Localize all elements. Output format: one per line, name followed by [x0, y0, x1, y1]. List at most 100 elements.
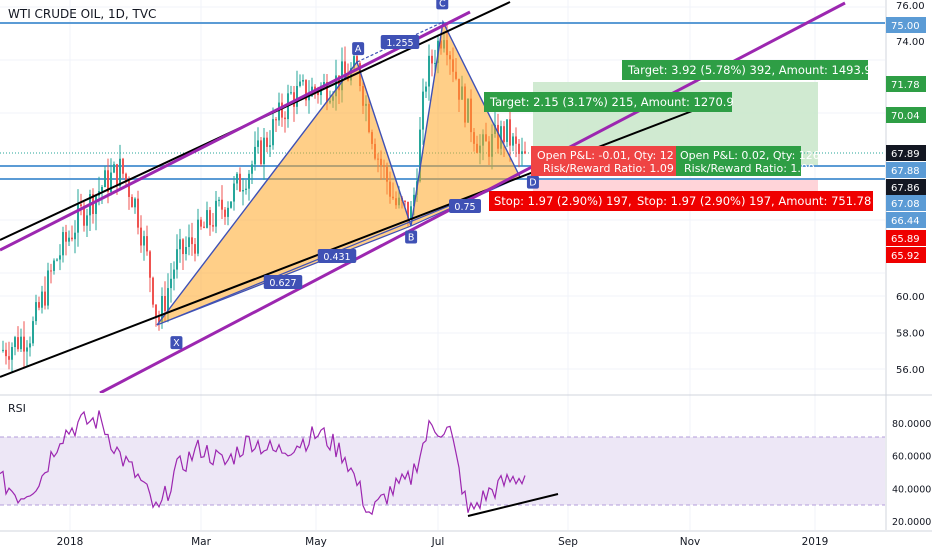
candle-body [422, 91, 424, 130]
candle-body [506, 119, 508, 142]
candle-body [14, 337, 16, 348]
candle-body [263, 137, 265, 165]
candle-body [137, 198, 139, 228]
candle-body [122, 158, 124, 174]
time-tick-label: Mar [191, 536, 211, 548]
candle-body [110, 172, 112, 192]
harmonic-point-labels: X A B C D [170, 0, 539, 350]
target-text-1: Target: 2.15 (3.17%) 215, Amount: 1270.9 [489, 95, 734, 109]
candle-body [143, 236, 145, 246]
ratio-label: 0.431 [323, 252, 350, 263]
candle-body [305, 79, 307, 101]
upper-purple-channel [0, 10, 471, 252]
candle-body [173, 269, 175, 279]
candle-body [116, 164, 118, 187]
candle-body [503, 126, 505, 142]
open-pl-box-2: Open P&L: 0.02, Qty: 126 Risk/Reward Rat… [676, 146, 820, 176]
candle-body [59, 255, 61, 260]
harmonic-point-bg [352, 42, 365, 56]
candle-body [182, 239, 184, 255]
candle-body [428, 55, 430, 87]
candle-body [179, 239, 181, 250]
price-tag-bg [886, 247, 926, 263]
price-tick-label: 60.00 [896, 292, 925, 303]
stop-text-2: Stop: 1.97 (2.90%) 197, Amount: 751.78 [637, 194, 871, 208]
target-text-2: Target: 3.92 (5.78%) 392, Amount: 1493.9… [627, 63, 879, 77]
ratio-label-bg [449, 199, 481, 213]
target-label-2: Target: 3.92 (5.78%) 392, Amount: 1493.9… [622, 60, 879, 80]
candle-body [218, 199, 220, 201]
rsi-title: RSI [8, 402, 26, 415]
candle-body [296, 85, 298, 107]
candle-body [158, 316, 160, 322]
candle-body [101, 186, 103, 192]
candle-body [11, 347, 13, 360]
candle-body [47, 270, 49, 306]
position-labels: Target: 2.15 (3.17%) 215, Amount: 1270.9… [484, 60, 879, 211]
candle-body [407, 201, 409, 220]
harmonic-point-bg [526, 175, 539, 189]
candle-body [176, 249, 178, 270]
candle-body [200, 219, 202, 227]
ratio-label: 0.75 [454, 202, 475, 213]
candle-body [257, 140, 259, 147]
candle-body [254, 146, 256, 165]
pattern-triangle-bcd [411, 22, 520, 226]
price-tag: 65.89 [891, 234, 920, 245]
candle-body [314, 86, 316, 91]
candle-body [302, 79, 304, 82]
price-tag-bg [886, 162, 926, 178]
time-axis: 2018 Mar May Jul Sep Nov 2019 [0, 530, 932, 548]
price-tag: 67.08 [891, 199, 920, 210]
candle-body [404, 201, 406, 203]
candle-body [317, 90, 319, 96]
time-tick-label: Sep [558, 536, 578, 548]
candle-body [53, 260, 55, 271]
candle-body [5, 349, 7, 357]
price-tag-bg [886, 76, 926, 92]
candle-body [326, 81, 328, 103]
candle-body [275, 119, 277, 121]
candle-body [140, 227, 142, 246]
candle-body [524, 151, 526, 154]
price-tag-bg [886, 195, 926, 211]
candle-body [107, 170, 109, 192]
candle-body [431, 55, 433, 64]
candle-body [56, 259, 58, 261]
time-tick-label: 2018 [57, 536, 84, 548]
harmonic-point-bg [170, 336, 183, 350]
candle-body [230, 201, 232, 208]
harmonic-point-d: D [529, 178, 536, 189]
candle-body [128, 181, 130, 197]
candle-body [50, 270, 52, 272]
price-tick-label: 74.00 [896, 37, 925, 48]
price-tag: 75.00 [891, 21, 920, 32]
candle-body [353, 56, 355, 69]
price-tag-bg [886, 212, 926, 228]
candle-body [212, 225, 214, 227]
candle-body [413, 194, 415, 207]
candle-body [209, 210, 211, 226]
candle-body [83, 206, 85, 226]
candle-body [197, 219, 199, 254]
candle-body [224, 209, 226, 217]
candle-body [17, 337, 19, 350]
candle-body [65, 232, 67, 242]
price-tick-label: 76.00 [896, 1, 925, 12]
harmonic-point-x: X [173, 338, 180, 349]
candle-body [131, 196, 133, 208]
candle-body [119, 158, 121, 187]
candle-body [104, 170, 106, 187]
rr-text-1: Risk/Reward Ratio: 1.09 [543, 162, 674, 175]
harmonic-point-a: A [355, 44, 362, 55]
ratio-labels: 1.255 0.431 0.627 0.75 [263, 35, 481, 289]
candle-body [38, 302, 40, 308]
candle-body [299, 81, 301, 86]
candle-body [290, 92, 292, 94]
time-tick-label: Nov [680, 536, 701, 548]
harmonic-point-bg [436, 0, 449, 10]
candle-body [125, 173, 127, 182]
candle-body [194, 244, 196, 254]
price-tag-bg [886, 179, 926, 195]
